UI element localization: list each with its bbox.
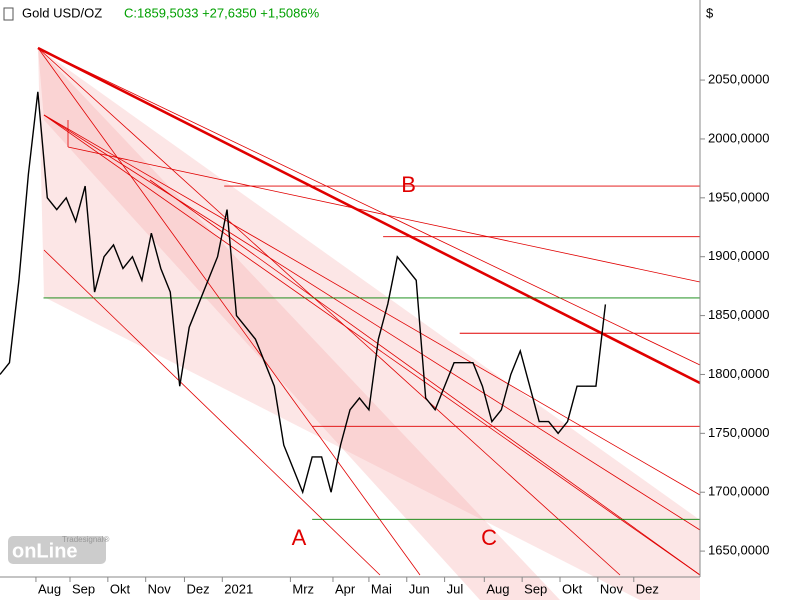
x-tick-label: Aug bbox=[38, 581, 61, 596]
logo: onLine bbox=[12, 540, 78, 562]
plot bbox=[0, 91, 700, 520]
y-tick-label: 1900,0000 bbox=[708, 248, 769, 263]
symbol-icon bbox=[3, 7, 14, 21]
main-trend-line bbox=[37, 46, 701, 385]
x-tick-label: Sep bbox=[72, 581, 95, 596]
shade bbox=[38, 48, 560, 600]
y-tick-label: 1750,0000 bbox=[708, 425, 769, 440]
annotation: B bbox=[401, 172, 416, 197]
trend-line bbox=[67, 146, 701, 283]
price-line bbox=[0, 91, 607, 495]
y-tick-label: 1700,0000 bbox=[708, 484, 769, 499]
y-tick-label: 1950,0000 bbox=[708, 189, 769, 204]
trend-line bbox=[37, 47, 701, 366]
x-tick-label: Jul bbox=[447, 581, 464, 596]
trend-line bbox=[43, 114, 701, 531]
chart-title: Gold USD/OZ bbox=[22, 5, 102, 20]
trend-line bbox=[37, 47, 421, 576]
x-tick-label: Aug bbox=[486, 581, 509, 596]
x-tick-label: Okt bbox=[562, 581, 583, 596]
annotation: C bbox=[481, 525, 497, 550]
quote: C:1859,5033 +27,6350 +1,5086% bbox=[124, 5, 320, 20]
annotation: A bbox=[292, 525, 307, 550]
y-tick-label: 2050,0000 bbox=[708, 72, 769, 87]
trend-line bbox=[43, 114, 701, 576]
trend-line bbox=[37, 47, 621, 576]
y-tick-label: 2000,0000 bbox=[708, 130, 769, 145]
y-tick-label: 1650,0000 bbox=[708, 543, 769, 558]
trend-line bbox=[43, 249, 381, 576]
channel-shading bbox=[38, 48, 700, 600]
x-tick-label: Mai bbox=[371, 581, 392, 596]
trend-line bbox=[149, 179, 701, 576]
x-tick-label: Jun bbox=[409, 581, 430, 596]
y-tick-label: 1800,0000 bbox=[708, 366, 769, 381]
logo-sub: Tradesignal® bbox=[62, 535, 110, 544]
x-tick-label: Nov bbox=[600, 581, 624, 596]
y-tick-label: 1850,0000 bbox=[708, 307, 769, 322]
x-tick-label: Sep bbox=[524, 581, 547, 596]
x-tick-label: Mrz bbox=[292, 581, 314, 596]
shade bbox=[38, 48, 700, 600]
x-tick-label: Apr bbox=[335, 581, 356, 596]
x-tick-label: Nov bbox=[148, 581, 172, 596]
x-tick-label: Dez bbox=[186, 581, 209, 596]
trend-line bbox=[43, 114, 701, 496]
trend-lines bbox=[37, 47, 701, 576]
x-tick-label: Okt bbox=[110, 581, 131, 596]
logo-box bbox=[8, 536, 106, 564]
x-tick-label: Dez bbox=[636, 581, 659, 596]
y-unit: $ bbox=[706, 5, 714, 20]
x-tick-label: 2021 bbox=[224, 581, 253, 596]
